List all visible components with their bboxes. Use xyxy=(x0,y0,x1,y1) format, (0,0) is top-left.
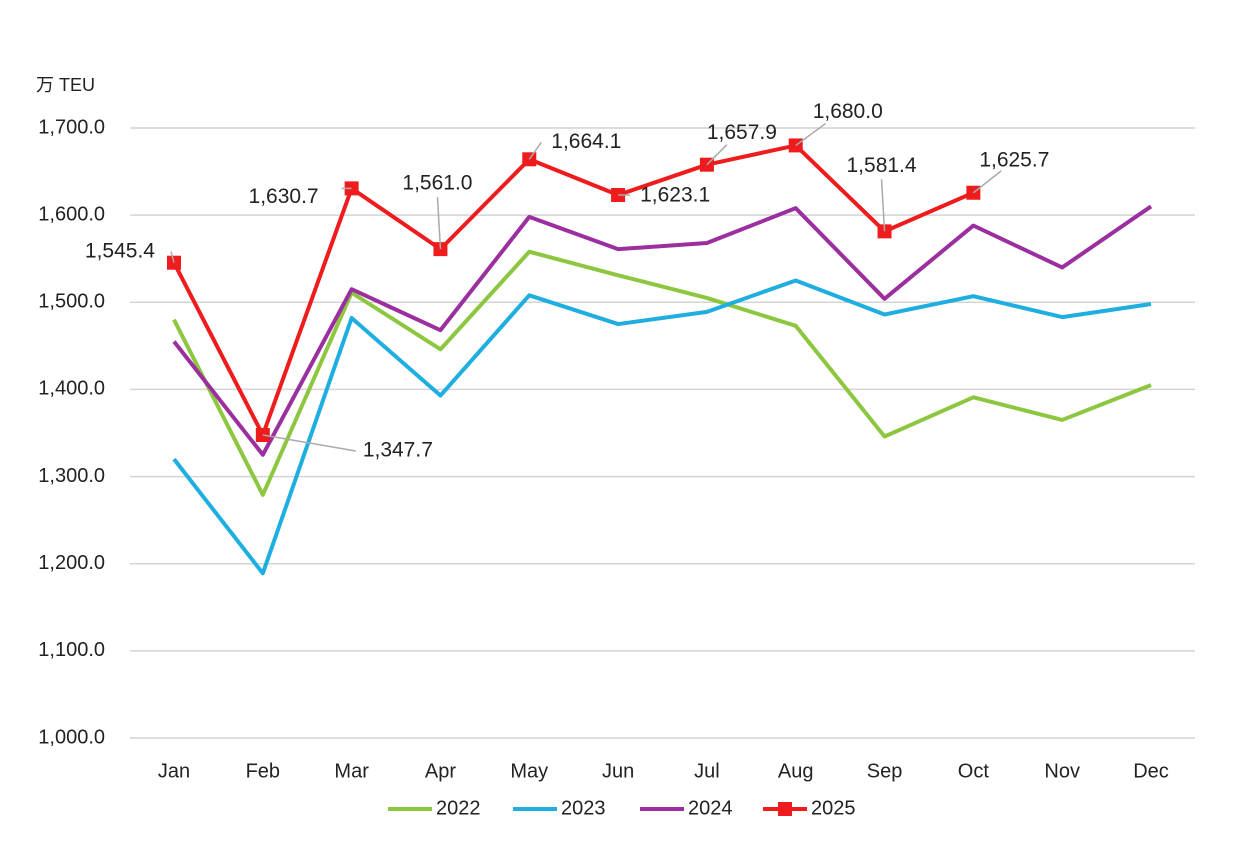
data-label: 1,545.4 xyxy=(85,239,155,262)
data-label: 1,347.7 xyxy=(363,439,433,462)
x-tick-label: Jan xyxy=(158,760,190,782)
x-tick-label: Feb xyxy=(246,760,280,782)
data-label: 1,623.1 xyxy=(640,184,710,207)
y-tick-label: 1,000.0 xyxy=(38,726,105,748)
x-tick-label: Oct xyxy=(958,760,990,782)
series-line xyxy=(172,249,1152,497)
y-tick-label: 1,400.0 xyxy=(38,378,105,400)
x-tick-label: May xyxy=(510,760,548,782)
leader-line xyxy=(706,144,728,166)
y-tick-label: 1,300.0 xyxy=(38,465,105,487)
y-tick-label: 1,600.0 xyxy=(38,203,105,225)
leader-line xyxy=(170,251,175,263)
data-label: 1,630.7 xyxy=(249,185,319,208)
data-label: 1,664.1 xyxy=(551,130,621,153)
x-tick-label: Aug xyxy=(778,760,814,782)
x-tick-label: Apr xyxy=(425,760,456,782)
data-label: 1,581.4 xyxy=(847,154,917,177)
series-line xyxy=(172,143,975,438)
x-tick-label: Nov xyxy=(1044,760,1080,782)
leader-line xyxy=(528,141,542,160)
y-tick-label: 1,500.0 xyxy=(38,291,105,313)
legend-label: 2023 xyxy=(561,797,606,819)
data-label: 1,680.0 xyxy=(813,100,883,123)
y-axis-label: 万 TEU xyxy=(36,75,95,95)
x-tick-label: Mar xyxy=(334,760,369,782)
series-line xyxy=(172,204,1153,457)
y-tick-label: 1,100.0 xyxy=(38,639,105,661)
leader-line xyxy=(436,197,442,250)
leader-line xyxy=(795,122,827,147)
leader-line xyxy=(262,434,356,452)
y-tick-label: 1,700.0 xyxy=(38,116,105,138)
legend-label: 2025 xyxy=(811,797,856,819)
x-tick-label: Sep xyxy=(867,760,903,782)
leader-line xyxy=(972,170,1002,194)
data-label: 1,657.9 xyxy=(707,121,777,144)
legend-label: 2022 xyxy=(436,797,481,819)
legend-marker xyxy=(778,802,792,816)
legend-label: 2024 xyxy=(688,797,733,819)
x-tick-label: Dec xyxy=(1133,760,1169,782)
series-line xyxy=(172,278,1152,576)
data-label: 1,561.0 xyxy=(402,172,472,195)
data-label: 1,625.7 xyxy=(979,148,1049,171)
x-tick-label: Jul xyxy=(694,760,720,782)
leader-line xyxy=(880,179,886,232)
y-tick-label: 1,200.0 xyxy=(38,552,105,574)
x-tick-label: Jun xyxy=(602,760,634,782)
